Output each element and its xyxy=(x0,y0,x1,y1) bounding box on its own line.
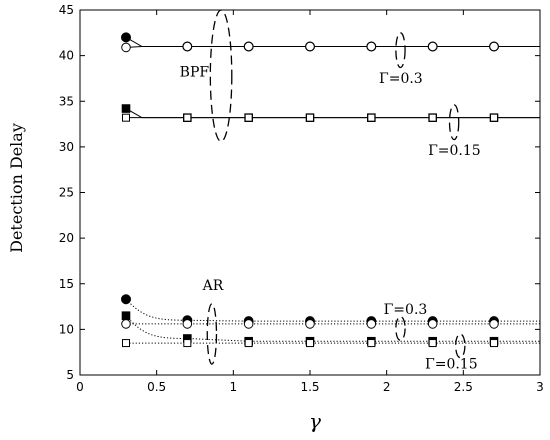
annotation-label: BPF xyxy=(180,65,210,81)
data-point xyxy=(244,339,253,348)
x-axis-label: γ xyxy=(309,409,321,433)
data-point xyxy=(121,294,131,305)
data-point xyxy=(490,339,498,348)
data-point xyxy=(305,319,315,329)
y-tick-label: 30 xyxy=(59,140,74,154)
data-point xyxy=(121,311,131,320)
data-point xyxy=(490,113,498,122)
data-point xyxy=(367,339,376,348)
x-tick-label: 3 xyxy=(536,380,544,394)
group-ellipse xyxy=(395,315,406,341)
data-point xyxy=(121,104,131,113)
group-ellipse xyxy=(455,333,466,359)
y-tick-label: 25 xyxy=(59,186,74,200)
data-point xyxy=(183,113,192,122)
y-tick-label: 5 xyxy=(66,368,74,382)
x-tick-label: 1 xyxy=(230,380,238,394)
data-point xyxy=(366,41,377,52)
annotation-label: AR xyxy=(202,278,224,294)
group-ellipse xyxy=(206,303,218,365)
data-point xyxy=(306,113,314,122)
y-axis-label: Detection Delay xyxy=(7,123,26,253)
annotation-label: Γ=0.15 xyxy=(428,143,481,159)
annotation-label: Γ=0.15 xyxy=(425,357,478,373)
series-line-6 xyxy=(125,315,540,342)
data-point xyxy=(182,41,193,52)
annotation-label: Γ=0.3 xyxy=(379,71,423,87)
data-point xyxy=(183,339,192,348)
data-point xyxy=(122,339,130,348)
group-ellipse xyxy=(448,104,460,141)
x-tick-label: 0 xyxy=(76,380,84,394)
data-point xyxy=(122,113,130,122)
data-point xyxy=(428,113,437,122)
data-point xyxy=(489,319,499,329)
y-tick-label: 15 xyxy=(59,277,74,291)
group-ellipse xyxy=(395,32,406,69)
data-point xyxy=(489,41,499,52)
y-tick-label: 40 xyxy=(59,49,74,63)
data-point xyxy=(427,41,438,52)
data-point xyxy=(306,339,314,348)
data-point xyxy=(121,42,131,53)
y-tick-label: 10 xyxy=(59,322,74,336)
data-point xyxy=(367,113,376,122)
y-tick-label: 45 xyxy=(59,3,74,17)
data-point xyxy=(244,113,253,122)
data-point xyxy=(427,319,438,329)
data-point xyxy=(121,319,131,329)
data-point xyxy=(121,32,131,43)
x-tick-label: 2 xyxy=(383,380,391,394)
data-point xyxy=(182,319,193,329)
x-tick-label: 0.5 xyxy=(147,380,166,394)
group-ellipse xyxy=(209,9,233,143)
x-tick-label: 2.5 xyxy=(454,380,473,394)
data-point xyxy=(243,319,254,329)
data-point xyxy=(305,41,315,52)
data-point xyxy=(428,339,437,348)
data-point xyxy=(366,319,377,329)
annotation-label: Γ=0.3 xyxy=(384,302,428,318)
y-tick-label: 35 xyxy=(59,94,74,108)
y-tick-label: 20 xyxy=(59,231,74,245)
x-tick-label: 1.5 xyxy=(300,380,319,394)
data-point xyxy=(243,41,254,52)
